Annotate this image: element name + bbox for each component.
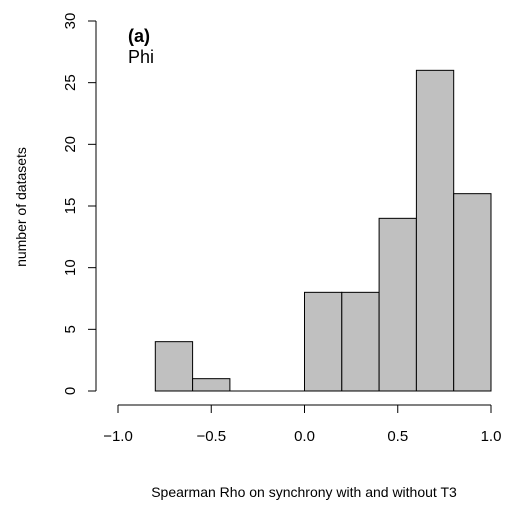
- histogram-bar-2: [192, 378, 231, 392]
- histogram-bar-5: [304, 291, 343, 392]
- panel-label: (a): [128, 26, 150, 46]
- y-tick-label: 0: [62, 387, 79, 395]
- x-tick-label: −0.5: [196, 428, 226, 445]
- y-axis: 0 5 10 15 20 25 30: [62, 13, 97, 395]
- bars-group: [154, 69, 492, 392]
- y-tick-label: 15: [62, 198, 79, 215]
- y-axis-title: number of datasets: [13, 147, 29, 267]
- y-tick-label: 5: [62, 325, 79, 333]
- x-axis: −1.0 −0.5 0.0 0.5 1.0: [103, 404, 502, 445]
- histogram-bar-7: [378, 217, 417, 392]
- x-tick-label: 0.0: [294, 428, 315, 445]
- histogram-bar-1: [154, 341, 194, 392]
- x-tick-label: 0.5: [387, 428, 408, 445]
- x-tick-label: −1.0: [103, 428, 133, 445]
- panel-subtitle: Phi: [128, 47, 154, 67]
- histogram-bar-6: [341, 291, 380, 392]
- histogram-bar-8: [415, 69, 455, 392]
- x-axis-title: Spearman Rho on synchrony with and witho…: [151, 484, 457, 500]
- histogram-bar-9: [453, 193, 492, 392]
- y-tick-label: 25: [62, 74, 79, 91]
- y-tick-label: 10: [62, 259, 79, 276]
- y-tick-label: 30: [62, 13, 79, 30]
- y-tick-label: 20: [62, 136, 79, 153]
- x-tick-label: 1.0: [481, 428, 502, 445]
